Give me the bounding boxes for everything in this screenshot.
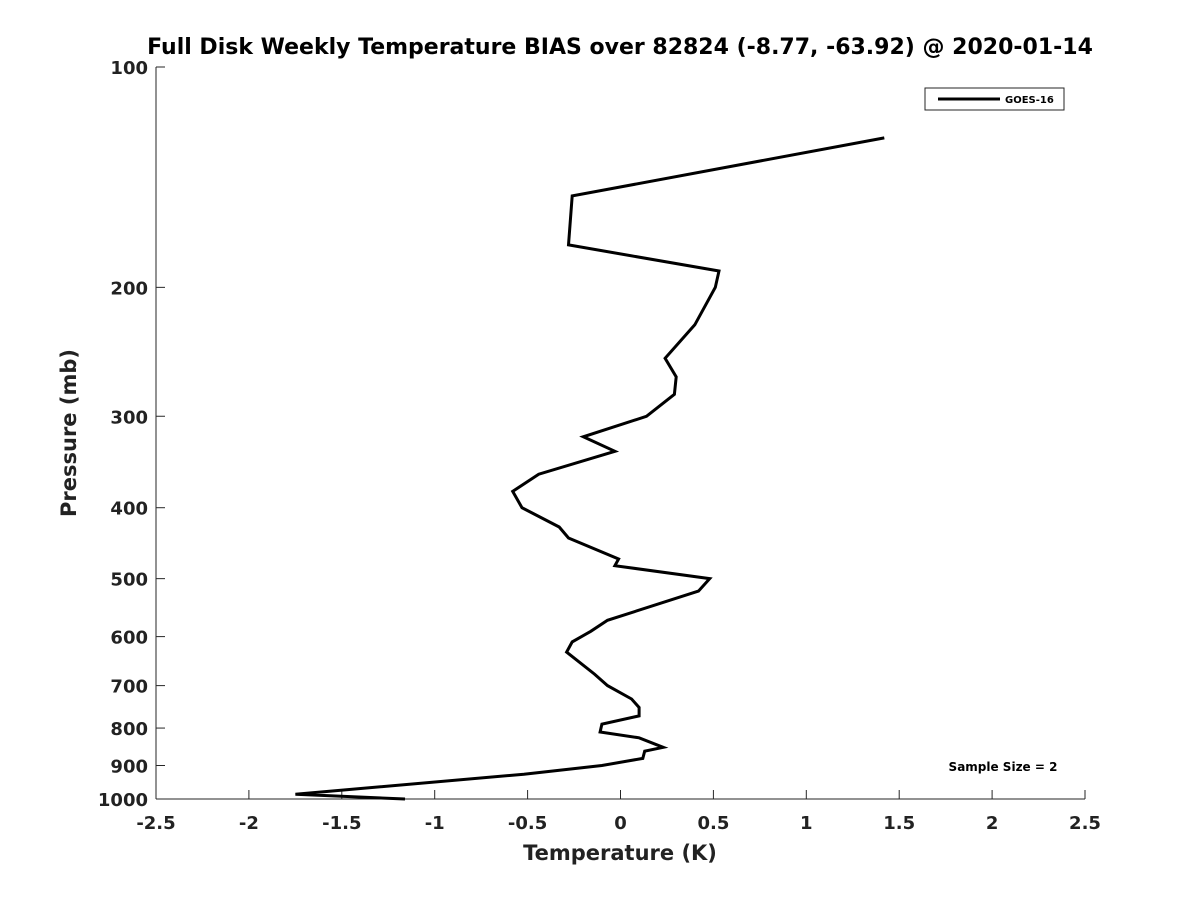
y-axis-label: Pressure (mb) [57,349,81,517]
legend: GOES-16 [924,87,1065,111]
sample-size-annotation: Sample Size = 2 [949,760,1058,774]
y-tick-label: 900 [110,757,148,778]
x-tick-label: 2.5 [1069,813,1101,834]
y-tick-label: 200 [110,278,148,299]
series-line-goes-16 [295,136,885,801]
x-tick-label: -0.5 [508,813,547,834]
x-axis-ticks: -2.5 -2 -1.5 -1 -0.5 0 0.5 1 1.5 2 2.5 [136,790,1101,834]
y-tick-label: 100 [110,58,148,79]
legend-label-goes-16: GOES-16 [1005,95,1054,106]
x-tick-label: 2 [986,813,999,834]
y-tick-label: 300 [110,407,148,428]
x-tick-label: -1.5 [322,813,361,834]
y-axis-ticks: 100 200 300 400 500 600 700 800 900 1000 [98,58,165,811]
chart-title: Full Disk Weekly Temperature BIAS over 8… [147,35,1093,60]
x-axis-label: Temperature (K) [523,841,717,865]
x-tick-label: -1 [425,813,445,834]
series-layer [295,136,885,801]
x-tick-label: 0 [614,813,627,834]
y-tick-label: 1000 [98,790,148,811]
plot-area [156,67,1085,799]
y-tick-label: 500 [110,570,148,591]
x-tick-label: 1 [800,813,813,834]
x-tick-label: 0.5 [697,813,729,834]
y-tick-label: 800 [110,719,148,740]
y-tick-label: 700 [110,677,148,698]
y-tick-label: 600 [110,628,148,649]
x-tick-label: -2.5 [136,813,175,834]
y-tick-label: 400 [110,499,148,520]
x-tick-label: -2 [239,813,259,834]
x-tick-label: 1.5 [883,813,915,834]
